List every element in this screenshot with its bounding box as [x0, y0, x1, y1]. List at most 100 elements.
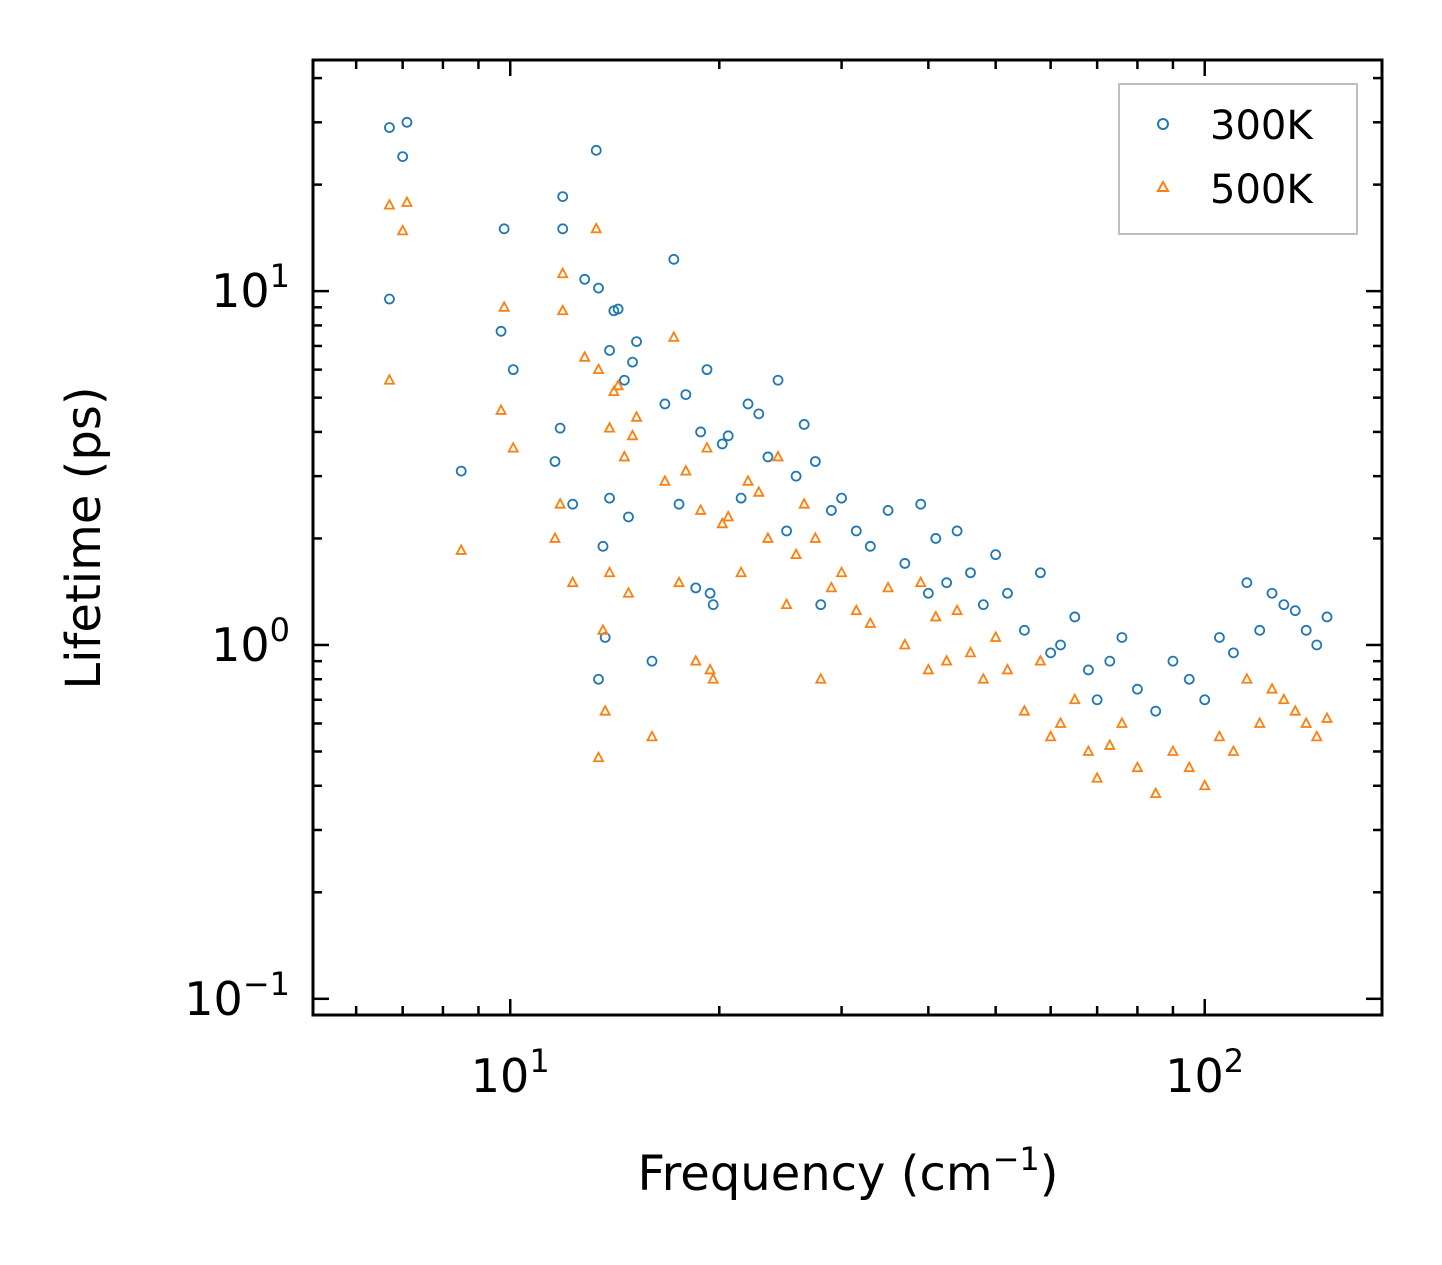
data-point-500k [622, 586, 635, 598]
y-tick-label: 100 [211, 611, 290, 672]
legend-label-500k: 500K [1210, 167, 1314, 213]
data-point-300k [990, 549, 1002, 561]
data-point-500k [590, 221, 603, 234]
data-point-300k [922, 587, 934, 599]
data-point-500k [596, 623, 609, 635]
data-point-300k [590, 144, 602, 156]
data-point-500k [1266, 682, 1279, 694]
data-point-500k [578, 350, 591, 362]
data-point-300k [593, 673, 604, 685]
data-point-300k [1132, 683, 1143, 695]
data-point-300k [618, 374, 630, 386]
data-point-300k [557, 191, 569, 202]
legend-box [1118, 83, 1358, 235]
data-point-300k [1069, 611, 1081, 623]
legend-marker-500k [1156, 179, 1170, 192]
data-point-300k [753, 408, 765, 420]
data-point-500k [735, 565, 748, 578]
data-point-300k [790, 470, 802, 482]
data-point-300k [825, 505, 837, 516]
data-point-500k [1054, 716, 1067, 728]
data-point-500k [772, 449, 785, 462]
data-point-500k [658, 474, 671, 486]
tick-labels-layer: 101 102 10−1 100 101 [184, 257, 1244, 1103]
data-point-500k [850, 603, 863, 616]
x-tick-label: 101 [471, 1042, 550, 1103]
data-point-500k [1091, 771, 1104, 783]
data-point-300k [836, 492, 847, 504]
data-point-300k [557, 223, 569, 235]
data-point-300k [977, 599, 989, 611]
data-point-300k [707, 599, 719, 611]
data-point-500k [396, 223, 409, 236]
data-point-500k [495, 403, 508, 415]
data-point-500k [612, 378, 625, 391]
data-point-300k [1035, 567, 1046, 579]
data-point-500k [626, 428, 639, 441]
data-point-300k [1254, 624, 1266, 636]
data-point-300k [882, 505, 894, 516]
data-point-300k [604, 344, 615, 356]
data-point-300k [1082, 664, 1094, 676]
data-point-500k [1068, 692, 1081, 705]
data-point-300k [695, 426, 707, 438]
data-point-300k [498, 223, 510, 235]
data-point-500k [722, 510, 735, 522]
data-point-500k [1198, 778, 1211, 791]
data-point-500k [603, 565, 616, 578]
data-point-300k [1228, 647, 1239, 659]
x-axis-label: Frequency (cm−1) [637, 1140, 1058, 1202]
data-point-300k [1091, 694, 1103, 706]
data-point-300k [1214, 632, 1225, 643]
data-point-500k [1034, 654, 1047, 666]
data-point-500k [1240, 672, 1253, 684]
data-point-300k [567, 498, 579, 510]
data-point-500k [645, 729, 658, 742]
data-point-500k [809, 531, 822, 543]
data-point-300k [798, 419, 810, 430]
data-point-300k [701, 364, 713, 376]
data-point-300k [1199, 694, 1211, 706]
data-point-500k [790, 547, 803, 560]
data-point-300k [850, 525, 862, 537]
data-point-300k [1167, 655, 1179, 667]
data-point-500k [835, 565, 848, 578]
data-point-500k [989, 630, 1002, 642]
data-point-500k [1103, 738, 1116, 750]
plot-frame [311, 58, 1384, 1017]
data-point-500k [1321, 711, 1334, 723]
data-point-500k [1131, 760, 1144, 773]
data-point-500k [673, 575, 686, 588]
data-point-500k [383, 198, 396, 210]
data-point-300k [549, 456, 561, 467]
data-point-300k [1150, 705, 1162, 717]
data-point-500k [1213, 729, 1226, 742]
data-point-300k [1183, 673, 1195, 685]
data-point-500k [977, 672, 990, 684]
data-point-500k [592, 750, 605, 763]
data-point-500k [667, 330, 680, 342]
data-point-500k [694, 503, 707, 515]
data-point-500k [1149, 786, 1162, 799]
data-point-500k [964, 645, 977, 658]
data-point-500k [914, 575, 927, 588]
data-point-500k [689, 654, 702, 666]
series-300k [384, 116, 1333, 717]
data-point-500k [1183, 760, 1196, 773]
data-point-300k [815, 599, 827, 611]
data-point-300k [899, 558, 911, 569]
data-point-500k [707, 672, 720, 684]
data-point-500k [704, 663, 717, 675]
data-point-500k [1166, 744, 1179, 756]
data-point-300k [495, 325, 507, 337]
data-point-300k [673, 498, 685, 510]
data-point-500k [1227, 744, 1240, 756]
data-point-500k [1001, 663, 1014, 675]
data-point-300k [742, 398, 754, 410]
data-point-300k [781, 525, 792, 537]
data-point-300k [646, 655, 658, 667]
data-point-300k [1311, 639, 1323, 651]
data-point-300k [864, 540, 876, 552]
data-point-300k [631, 336, 642, 348]
